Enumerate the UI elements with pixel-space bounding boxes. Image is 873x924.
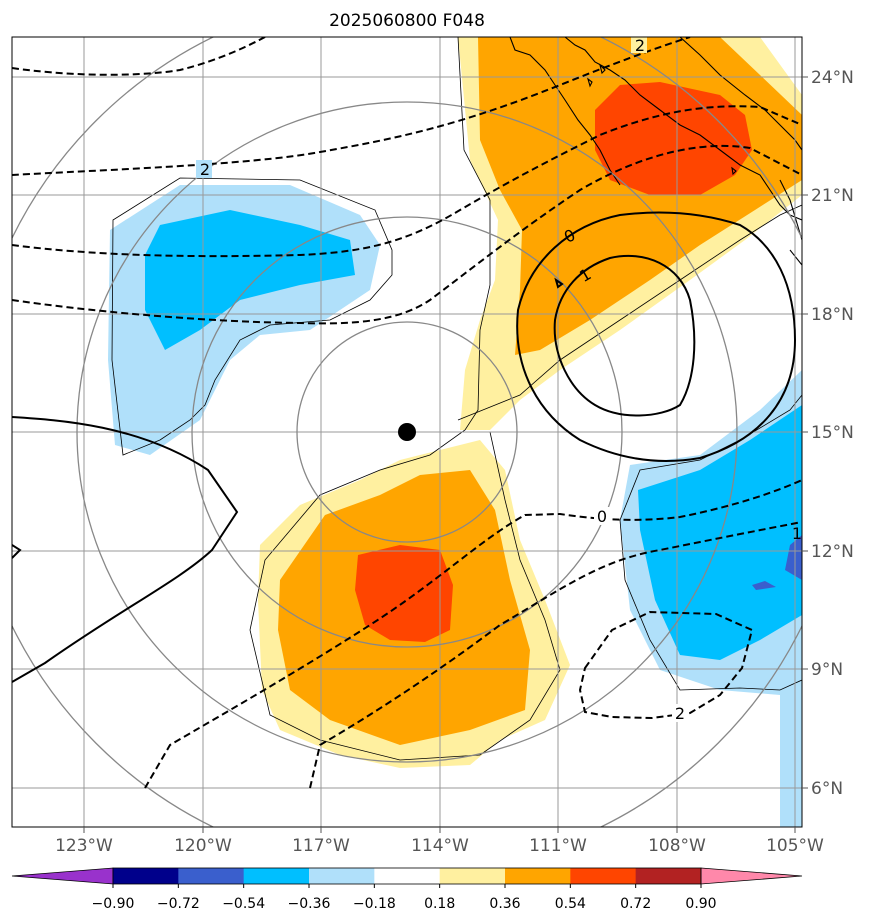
colorbar-tick-label: 0.72 — [620, 896, 651, 912]
latitude-labels: 24°N 21°N 18°N 15°N 12°N 9°N 6°N — [802, 68, 854, 799]
lat-label: 12°N — [811, 542, 854, 562]
contour-label: 0 — [597, 507, 607, 526]
range-ring — [76, 101, 738, 763]
map-title: 2025060800 F048 — [329, 11, 485, 31]
solid-contours — [12, 211, 797, 683]
contour-label: 2 — [675, 704, 685, 723]
colorbar-segment — [635, 868, 702, 884]
thin-outline-contours — [111, 37, 802, 761]
lat-label: 15°N — [811, 423, 854, 443]
colorbar-segment — [113, 868, 179, 884]
lon-label: 123°W — [55, 836, 113, 856]
colorbar-segment — [374, 868, 441, 884]
colorbar-extend-low — [11, 867, 114, 885]
contour-label: 2 — [200, 160, 210, 179]
colorbar-tick-label: 0.36 — [489, 896, 520, 912]
colorbar-segment — [243, 868, 310, 884]
longitude-labels: 123°W 120°W 117°W 114°W 111°W 108°W 105°… — [55, 827, 824, 856]
colorbar-segment — [439, 868, 506, 884]
lon-label: 114°W — [411, 836, 469, 856]
colorbar-frame — [112, 867, 702, 885]
colorbar-segment — [309, 868, 375, 884]
colorbar-tick-label: −0.54 — [222, 896, 265, 912]
colorbar-extend-high — [700, 867, 803, 885]
positive-anomaly-north — [458, 37, 802, 430]
storm-center-marker — [398, 423, 416, 441]
colorbar-tick-label: 0.90 — [685, 896, 716, 912]
dashed-contours — [12, 37, 802, 789]
colorbar-tick-label: −0.36 — [288, 896, 331, 912]
colorbar — [11, 867, 803, 888]
lat-label: 6°N — [811, 779, 843, 799]
colorbar-tick-label: 0.54 — [555, 896, 586, 912]
lat-label: 24°N — [811, 68, 854, 88]
colorbar-tick-label: −0.72 — [157, 896, 200, 912]
negative-anomaly-west — [108, 185, 380, 455]
contour-label: 2 — [635, 36, 645, 55]
colorbar-segment — [505, 868, 571, 884]
lon-label: 117°W — [292, 836, 350, 856]
lat-label: 21°N — [811, 186, 854, 206]
colorbar-segment — [570, 868, 637, 884]
range-ring — [191, 216, 623, 648]
lon-label: 108°W — [648, 836, 706, 856]
range-rings — [12, 37, 802, 827]
lon-label: 111°W — [529, 836, 587, 856]
map-area: 2 2 0 1 0 1 2 — [12, 36, 802, 827]
colorbar-ticks: −0.90 −0.72 −0.54 −0.36 −0.18 0.18 0.36 … — [92, 896, 717, 912]
colorbar-tick-label: 0.18 — [424, 896, 455, 912]
colorbar-tick-label: −0.90 — [92, 896, 135, 912]
lat-label: 9°N — [811, 660, 843, 680]
negative-anomaly-east — [620, 370, 802, 827]
colorbar-tick-label: −0.18 — [353, 896, 396, 912]
contour-label: 1 — [792, 524, 802, 543]
lat-label: 18°N — [811, 305, 854, 325]
range-ring — [296, 321, 518, 543]
colorbar-segment — [178, 868, 245, 884]
lon-label: 120°W — [174, 836, 232, 856]
positive-anomaly-south — [258, 440, 570, 768]
lon-label: 105°W — [766, 836, 824, 856]
